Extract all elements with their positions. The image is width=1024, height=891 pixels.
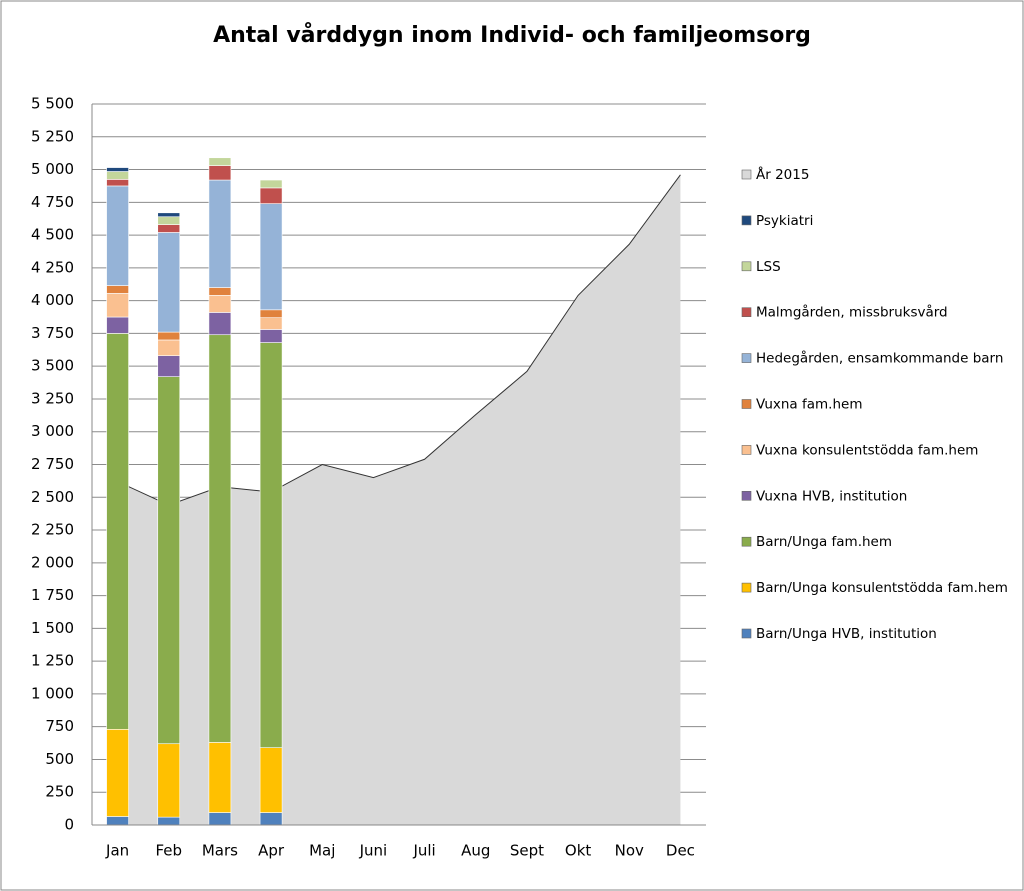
legend-swatch [741, 582, 752, 593]
bar-segment [259, 309, 283, 318]
bar-segment [259, 203, 283, 311]
legend-label: Vuxna konsulentstödda fam.hem [756, 442, 978, 458]
x-tick-label: Juni [359, 842, 388, 860]
legend-swatch [741, 490, 752, 501]
bar-segment [259, 329, 283, 343]
bar-segment [106, 816, 129, 826]
bar-segment [157, 376, 181, 745]
y-tick-label: 2 750 [31, 455, 74, 473]
legend-label: Malmgården, missbruksvård [756, 304, 948, 321]
bar-segment [259, 342, 283, 748]
legend-label: Hedegården, ensamkommande barn [756, 350, 1003, 367]
y-tick-label: 5 500 [31, 95, 74, 113]
y-tick-label: 0 [64, 816, 74, 834]
x-tick-label: Dec [666, 842, 695, 860]
x-tick-label: Jan [105, 842, 129, 860]
y-tick-label: 2 250 [31, 521, 74, 539]
legend-label: Barn/Unga HVB, institution [756, 626, 937, 642]
y-tick-label: 4 750 [31, 193, 74, 211]
x-tick-label: Maj [309, 842, 335, 860]
legend-label: Vuxna fam.hem [756, 397, 862, 413]
y-tick-label: 1 500 [31, 619, 74, 637]
bar-segment [106, 316, 129, 334]
bar-segment [259, 812, 283, 826]
bar-segment [208, 295, 232, 313]
legend-label: Barn/Unga fam.hem [756, 534, 892, 550]
bar-segment [157, 355, 181, 377]
y-tick-label: 3 750 [31, 324, 74, 342]
y-tick-label: 5 000 [31, 160, 74, 178]
y-tick-label: 500 [45, 750, 74, 768]
bar-segment [106, 171, 129, 180]
bar-segment [259, 747, 283, 813]
x-tick-label: Sept [510, 842, 544, 860]
bar-segment [157, 212, 181, 218]
legend-swatch [741, 215, 752, 226]
bar-segment [106, 179, 129, 187]
legend-label: Psykiatri [756, 213, 813, 229]
legend-swatch [741, 261, 752, 272]
legend-swatch [741, 169, 752, 180]
bar-segment [157, 216, 181, 225]
y-tick-label: 1 250 [31, 652, 74, 670]
bar-segment [208, 812, 232, 826]
legend-swatch [741, 536, 752, 547]
bar-segment [259, 317, 283, 330]
bar-segment [208, 334, 232, 743]
bar-segment [208, 179, 232, 288]
legend-label: LSS [756, 259, 781, 275]
bar-segment [208, 312, 232, 336]
y-tick-label: 3 500 [31, 357, 74, 375]
bar-segment [157, 232, 181, 333]
y-tick-label: 250 [45, 783, 74, 801]
y-tick-label: 3 250 [31, 389, 74, 407]
bar-segment [157, 743, 181, 818]
y-tick-label: 4 500 [31, 226, 74, 244]
y-tick-label: 3 000 [31, 422, 74, 440]
bar-segment [157, 816, 181, 826]
x-tick-label: Juli [412, 842, 435, 860]
legend-label: Vuxna HVB, institution [756, 488, 907, 504]
y-tick-label: 4 000 [31, 291, 74, 309]
bar-segment [208, 157, 232, 166]
legend-label: År 2015 [756, 166, 809, 183]
y-tick-label: 1 000 [31, 684, 74, 702]
legend-swatch [741, 445, 752, 455]
legend-swatch [741, 399, 752, 409]
bar-segment [208, 742, 232, 813]
y-tick-label: 4 250 [31, 258, 74, 276]
x-tick-label: Nov [615, 842, 644, 860]
x-tick-label: Feb [155, 842, 182, 860]
bar-segment [157, 331, 181, 341]
bar-segment [106, 333, 129, 730]
bar-segment [259, 179, 283, 189]
bar-segment [157, 224, 181, 233]
chart-title: Antal vårddygn inom Individ- och familje… [213, 22, 811, 48]
bar-segment [106, 167, 129, 172]
x-tick-label: Okt [565, 842, 591, 860]
y-tick-label: 2 500 [31, 488, 74, 506]
bar-segment [106, 285, 129, 294]
bar-segment [208, 165, 232, 181]
bar-segment [157, 339, 181, 356]
bar-segment [208, 287, 232, 296]
legend-swatch [741, 353, 752, 363]
x-tick-label: Apr [258, 842, 285, 860]
y-tick-label: 5 250 [31, 127, 74, 145]
y-tick-label: 1 750 [31, 586, 74, 604]
x-tick-label: Mars [202, 842, 238, 860]
bar-segment [106, 293, 129, 318]
bar-segment [106, 185, 129, 286]
y-tick-label: 750 [45, 717, 74, 735]
y-tick-label: 2 000 [31, 553, 74, 571]
area [117, 174, 681, 826]
legend-swatch [741, 307, 752, 318]
legend-label: Barn/Unga konsulentstödda fam.hem [756, 580, 1008, 596]
bar-segment [259, 187, 283, 204]
legend-swatch [741, 628, 752, 639]
x-tick-label: Aug [461, 842, 490, 860]
bar-segment [106, 729, 129, 817]
